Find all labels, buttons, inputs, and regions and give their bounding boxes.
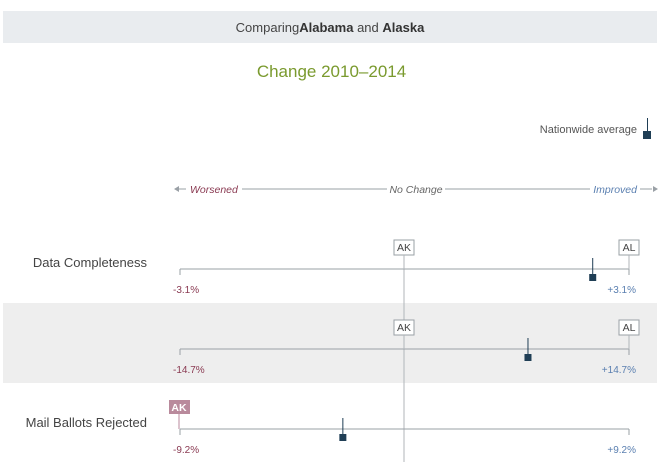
axis-right-arrowhead: [653, 186, 658, 192]
axis-nochange-label: No Change: [389, 184, 442, 196]
range-min-label: -3.1%: [173, 285, 199, 296]
chart-title: Change 2010–2014: [256, 62, 407, 81]
axis-left-arrowhead: [174, 186, 179, 192]
comparison-header: Comparing Alabama and Alaska: [3, 11, 657, 43]
range-min-label: -14.7%: [173, 365, 205, 376]
row-label: Data Completeness: [33, 253, 147, 272]
range-max-label: +3.1%: [607, 285, 636, 296]
state-marker-box: [169, 400, 190, 414]
header-state-b: Alaska: [382, 19, 425, 35]
state-marker-label: AK: [397, 242, 411, 254]
row-label-line: Mail Ballots Rejected: [25, 414, 147, 430]
range-min-label: -9.2%: [173, 445, 199, 456]
legend-label: Nationwide average: [539, 124, 637, 136]
national-average-marker: [339, 434, 347, 441]
national-average-marker: [589, 274, 597, 281]
range-max-label: +14.7%: [602, 365, 636, 376]
axis-improved-label: Improved: [593, 184, 638, 196]
range-max-label: +9.2%: [607, 445, 636, 456]
row-shade: [3, 303, 657, 383]
national-average-marker: [524, 354, 532, 361]
row-label-line: Data Completeness: [32, 254, 147, 270]
state-marker-label: AL: [623, 242, 636, 254]
state-marker-label: AK: [171, 402, 187, 414]
legend: Nationwide average: [540, 118, 653, 142]
header-state-a: Alabama: [299, 19, 354, 35]
state-marker-label: AK: [397, 322, 411, 334]
row-label: Mail Ballots Rejected: [26, 413, 147, 432]
header-conj: and: [353, 19, 383, 35]
nationwide-average-marker-icon: [643, 118, 653, 142]
header-prefix: Comparing: [235, 19, 300, 35]
state-marker-label: AL: [623, 322, 636, 334]
axis-worsened-label: Worsened: [190, 184, 239, 196]
